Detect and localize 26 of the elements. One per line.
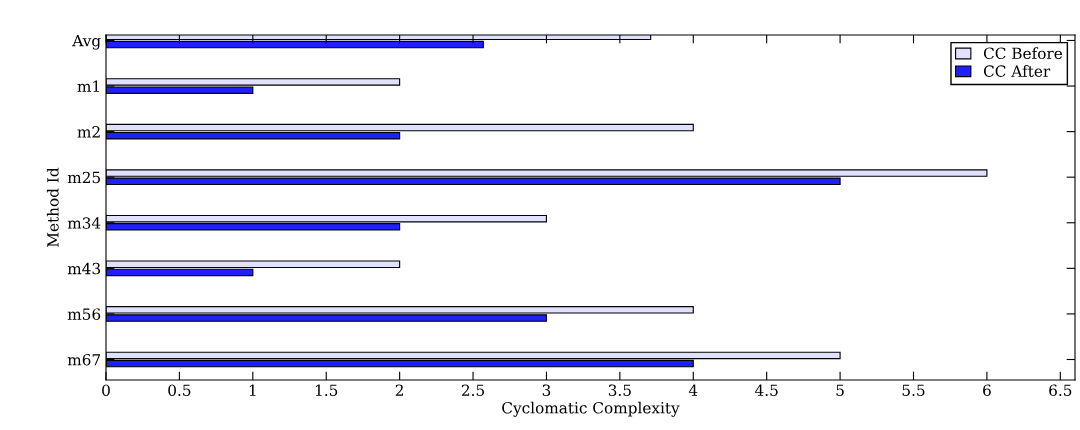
x-tick-label: 4 [688, 384, 698, 396]
x-tick-label: 6.5 [1049, 384, 1072, 396]
x-tick-label: 1.5 [315, 384, 338, 396]
x-tick-label: 4.5 [755, 384, 778, 396]
y-tick-label: m67 [67, 353, 101, 366]
y-tick-label: m25 [67, 171, 100, 184]
x-tick-label: 6 [983, 384, 991, 396]
legend-label: CC After [983, 65, 1051, 77]
y-tick-label: m43 [67, 262, 100, 275]
x-tick-label: 0 [102, 384, 110, 396]
x-tick-label: 1 [249, 384, 256, 396]
legend-label: CC Before [983, 47, 1063, 60]
x-tick-label: 5.5 [902, 384, 925, 396]
x-tick-label: 0.5 [168, 384, 191, 396]
x-tick-label: 2.5 [461, 384, 485, 396]
x-tick-label: 2 [395, 384, 403, 396]
x-tick-label: 5 [836, 384, 844, 396]
x-tick-label: 3 [542, 384, 551, 396]
y-axis-title: Method Id [46, 167, 59, 247]
y-tick-label: m2 [77, 126, 100, 138]
y-tick-label: m34 [67, 217, 101, 229]
x-tick-label: 3.5 [608, 384, 631, 396]
y-tick-label: m1 [77, 80, 99, 92]
y-tick-label: m56 [67, 308, 101, 320]
x-axis-title: Cyclomatic Complexity [502, 401, 680, 417]
y-tick-label: Avg [72, 35, 101, 50]
